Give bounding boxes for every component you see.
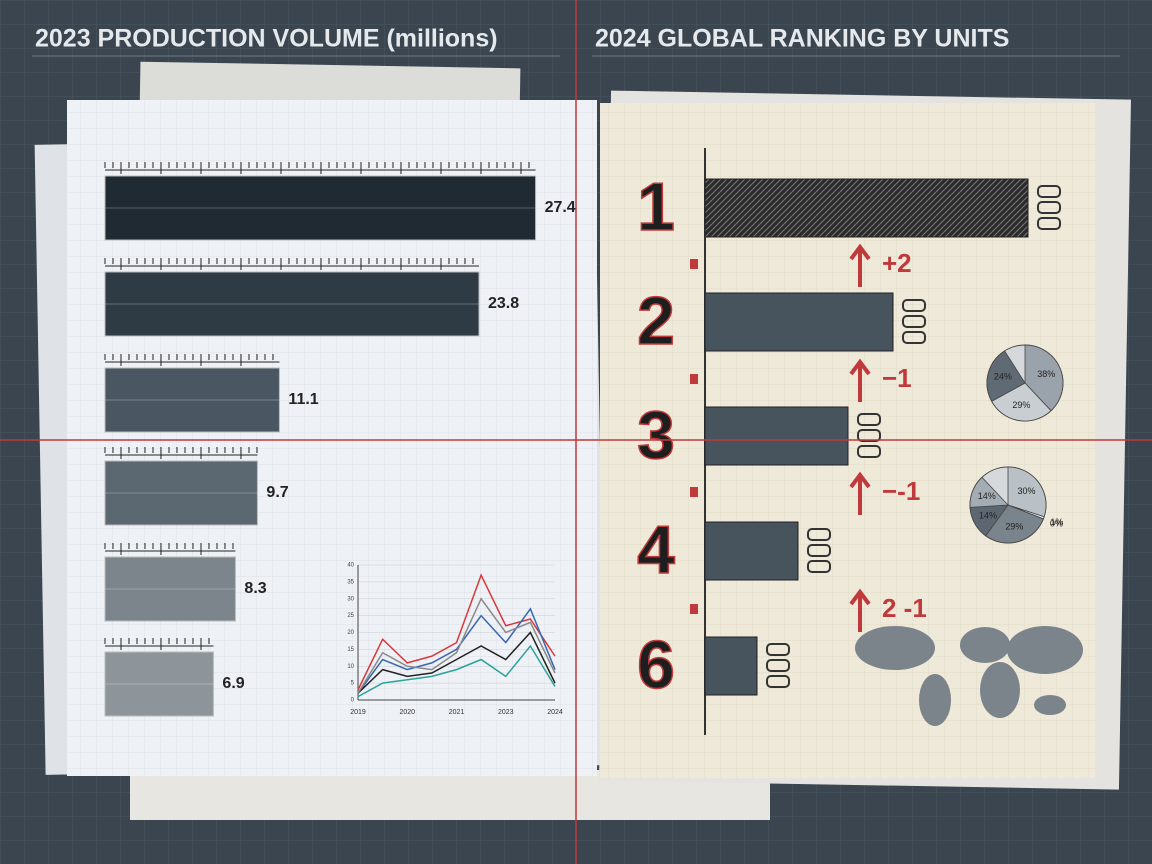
change-arrow: [849, 471, 871, 515]
bar: [704, 292, 894, 352]
y-tick-label: 40: [347, 563, 354, 569]
rank-change: −-1: [882, 476, 920, 506]
car-icon: [1037, 185, 1061, 198]
change-arrow: [849, 243, 871, 287]
car-icon: [902, 331, 926, 344]
chart-title: 2024 GLOBAL RANKING BY UNITS: [595, 25, 1009, 53]
slice-label: 0%: [1050, 519, 1063, 529]
rank-label: 6: [637, 627, 675, 703]
bar: [104, 651, 214, 717]
pie-slice: [986, 350, 1026, 402]
value-label: 11.1: [288, 391, 318, 408]
x-tick-label: 2024: [547, 709, 563, 716]
x-tick-label: 2021: [449, 709, 465, 716]
y-tick-label: 20: [347, 630, 354, 636]
x-tick-label: 2020: [399, 709, 415, 716]
line-series: [357, 607, 556, 694]
pie-slice: [969, 476, 1009, 508]
slice-label: 24%: [994, 372, 1012, 382]
car-icon: [766, 659, 790, 672]
car-icon: [766, 675, 790, 688]
slice-label: 38%: [1037, 369, 1055, 379]
y-tick-label: 25: [347, 613, 354, 619]
value-label: 8.3: [244, 580, 266, 597]
change-arrow: [849, 358, 871, 402]
slice-label: 30%: [1017, 486, 1035, 496]
change-arrow: [849, 588, 871, 632]
x-tick-label: 2019: [350, 709, 366, 716]
rank-change: +2: [882, 248, 912, 278]
chart-title: 2023 PRODUCTION VOLUME (millions): [35, 25, 498, 53]
bar: [104, 367, 280, 433]
pie-slice: [1007, 466, 1047, 518]
rank-label: 4: [637, 512, 675, 588]
bar: [704, 636, 758, 696]
slice-label: 14%: [978, 491, 996, 501]
rank-marker: [690, 259, 698, 269]
car-icon: [807, 544, 831, 557]
value-label: 27.4: [545, 199, 576, 216]
bar: [704, 406, 849, 466]
rank-marker: [690, 487, 698, 497]
car-icon: [857, 445, 881, 458]
bar: [104, 460, 258, 526]
car-icon: [1037, 201, 1061, 214]
bar: [104, 556, 236, 622]
bar: [104, 175, 537, 241]
y-tick-label: 10: [347, 664, 354, 670]
car-icon: [857, 413, 881, 426]
rank-label: 3: [637, 397, 675, 473]
slice-label: 29%: [1012, 400, 1030, 410]
slice-label: 29%: [1005, 521, 1023, 531]
y-tick-label: 35: [347, 579, 354, 585]
value-label: 9.7: [266, 484, 288, 501]
y-tick-label: 5: [351, 681, 355, 687]
bar: [704, 521, 799, 581]
line-series: [357, 597, 556, 694]
rank-marker: [690, 604, 698, 614]
slice-label: 1%: [1050, 517, 1063, 527]
y-tick-label: 15: [347, 647, 354, 653]
pie-slice: [985, 504, 1044, 544]
y-tick-label: 0: [351, 698, 355, 704]
car-icon: [1037, 217, 1061, 230]
world-map: [855, 626, 1083, 726]
rank-change: 2 -1: [882, 593, 927, 623]
bar: [704, 178, 1029, 238]
slice-label: 14%: [979, 510, 997, 520]
car-icon: [766, 643, 790, 656]
rank-label: 2: [637, 283, 675, 359]
car-icon: [902, 315, 926, 328]
pie-slice: [991, 382, 1052, 422]
y-tick-label: 30: [347, 596, 354, 602]
x-tick-label: 2023: [498, 709, 514, 716]
car-icon: [902, 299, 926, 312]
car-icon: [807, 560, 831, 573]
car-icon: [807, 528, 831, 541]
car-icon: [857, 429, 881, 442]
rank-marker: [690, 374, 698, 384]
line-series: [357, 631, 556, 694]
pie-slice: [1024, 344, 1064, 412]
rank-label: 1: [637, 169, 675, 245]
bar: [104, 271, 480, 337]
value-label: 23.8: [488, 295, 519, 312]
line-series: [357, 644, 556, 698]
value-label: 6.9: [222, 675, 244, 692]
rank-change: −1: [882, 363, 912, 393]
